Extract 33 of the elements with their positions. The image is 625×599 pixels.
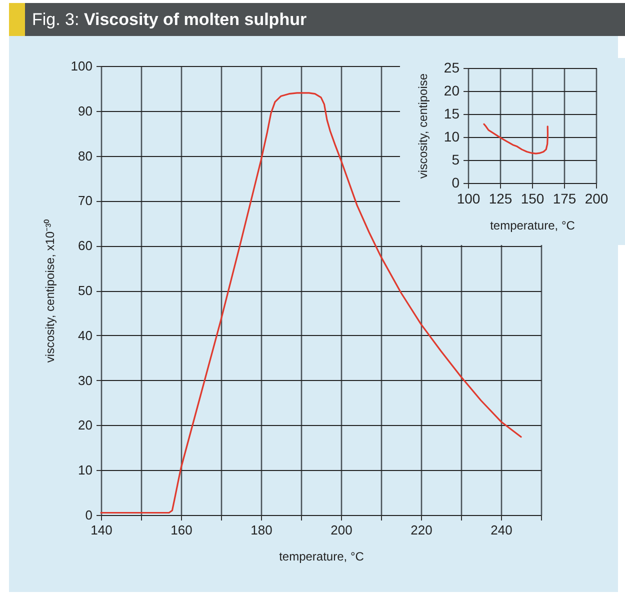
line-series (483, 123, 549, 154)
y-tick-label: 15 (444, 106, 460, 122)
y-tick-label: 25 (444, 60, 460, 76)
y-tick-label: 90 (78, 103, 92, 118)
y-tick-label: 0 (85, 508, 92, 522)
y-tick-label: 30 (78, 372, 92, 388)
x-tick-label: 220 (410, 522, 432, 538)
y-tick-label: 20 (444, 82, 460, 98)
x-tick-label: 150 (520, 190, 544, 206)
y-tick-label: 10 (444, 128, 460, 144)
x-tick-label: 240 (490, 522, 512, 538)
y-tick-label: 10 (78, 462, 92, 478)
y-axis-title: viscosity, centipoise (416, 73, 430, 179)
y-tick-label: 0 (452, 174, 460, 190)
x-axis-title: temperature, °C (279, 550, 364, 564)
x-tick-label: 140 (90, 522, 112, 538)
x-tick-label: 125 (488, 190, 512, 206)
x-tick-label: 200 (584, 190, 608, 206)
x-tick-label: 180 (250, 522, 272, 538)
x-tick-label: 200 (330, 522, 352, 538)
y-tick-label: 50 (78, 283, 92, 298)
chart-title: Fig. 3: Viscosity of molten sulphur (32, 10, 307, 29)
y-tick-label: 40 (78, 328, 92, 343)
y-tick-label: 60 (78, 238, 92, 254)
y-tick-label: 100 (70, 58, 92, 74)
y-axis-title: viscosity, centipoise, x10⁻³⁰ (42, 219, 57, 363)
x-axis-title: temperature, °C (490, 218, 576, 232)
x-tick-label: 175 (552, 190, 576, 206)
y-tick-label: 5 (452, 152, 460, 168)
y-tick-label: 70 (78, 193, 92, 208)
y-tick-label: 80 (78, 148, 92, 164)
x-tick-label: 160 (170, 522, 192, 538)
y-tick-label: 20 (78, 418, 92, 433)
